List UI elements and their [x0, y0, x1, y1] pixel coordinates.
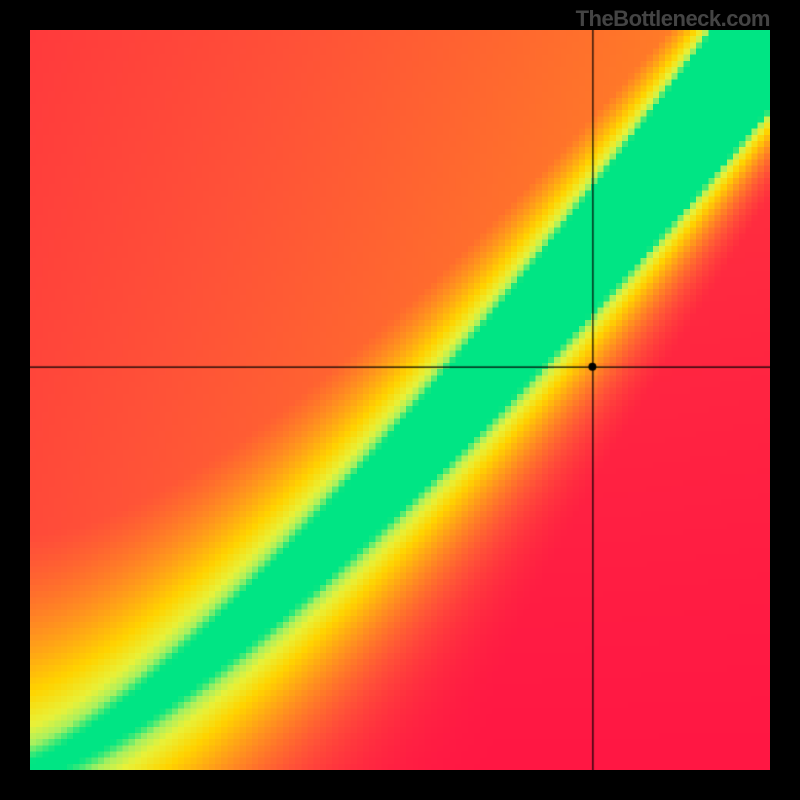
chart-container: TheBottleneck.com: [0, 0, 800, 800]
bottleneck-heatmap: [30, 30, 770, 770]
watermark-text: TheBottleneck.com: [576, 6, 770, 32]
